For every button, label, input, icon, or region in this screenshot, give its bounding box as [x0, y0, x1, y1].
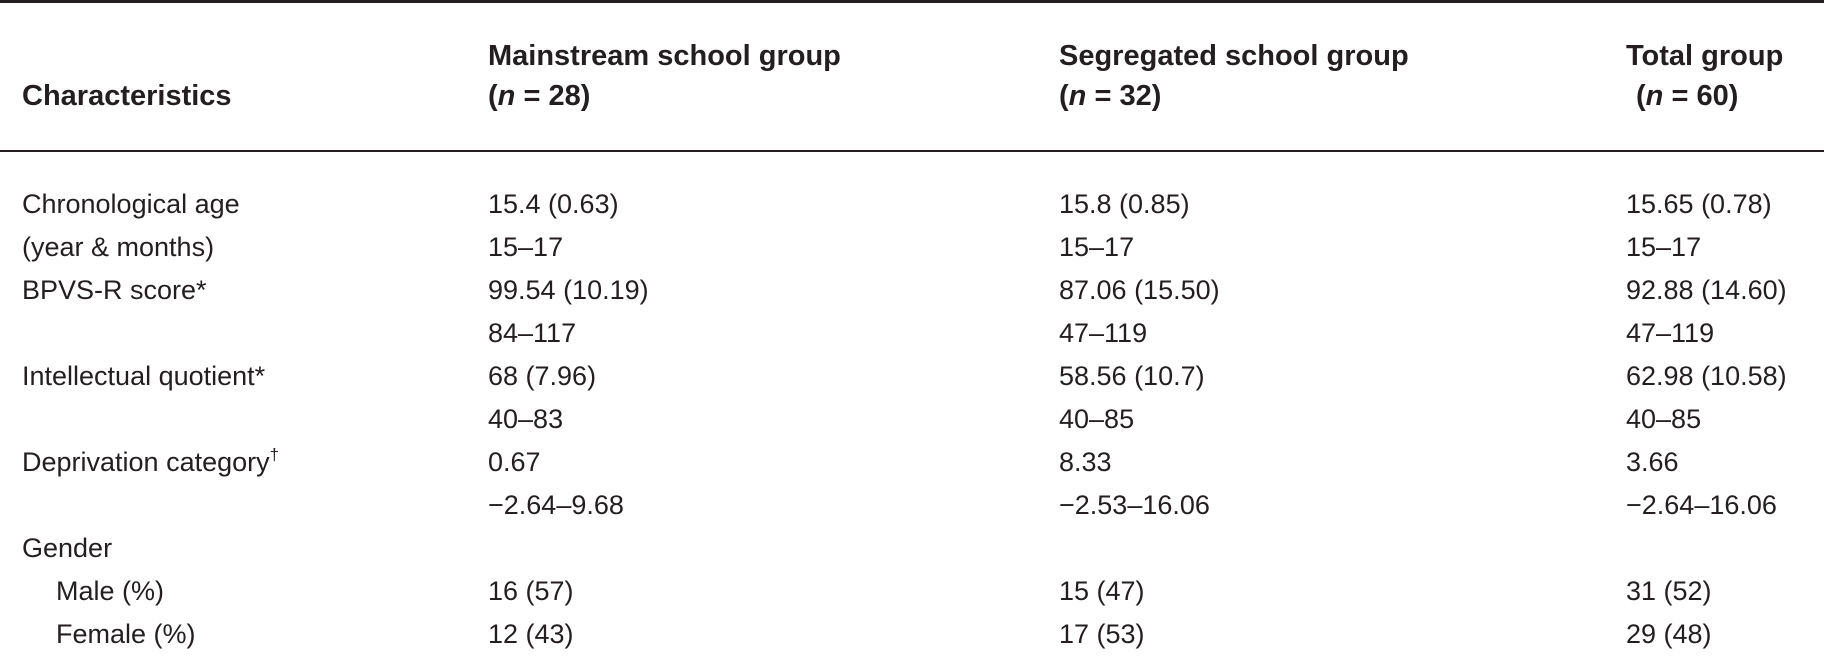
row-label: BPVS-R score* — [22, 275, 207, 305]
table-body: Chronological age 15.4 (0.63) 15.8 (0.85… — [0, 183, 1824, 656]
cell-total: 15.65 (0.78) — [1626, 189, 1772, 219]
header-label: Total group — [1626, 40, 1784, 72]
row-label: Intellectual quotient* — [22, 361, 266, 391]
cell-mainstream: 68 (7.96) — [488, 361, 597, 391]
cell-total: 3.66 — [1626, 447, 1679, 477]
table-top-rule — [0, 0, 1824, 3]
table-row: Chronological age 15.4 (0.63) 15.8 (0.85… — [0, 183, 1824, 226]
cell-total: 29 (48) — [1626, 619, 1712, 649]
cell-mainstream: 40–83 — [488, 404, 564, 434]
header-n-label: n — [497, 80, 516, 112]
header-n: (n = 28) — [488, 80, 591, 112]
cell-total: −2.64–16.06 — [1626, 490, 1777, 520]
cell-total: 92.88 (14.60) — [1626, 275, 1787, 305]
cell-segregated: 15–17 — [1059, 232, 1135, 262]
header-segregated: Segregated school group (n = 32) — [1059, 36, 1409, 116]
header-label: Characteristics — [22, 80, 232, 112]
table-header: Characteristics Mainstream school group … — [0, 36, 1824, 116]
cell-segregated: 87.06 (15.50) — [1059, 275, 1220, 305]
header-total: Total group (n = 60) — [1626, 36, 1783, 116]
header-n-label: n — [1645, 80, 1664, 112]
cell-segregated: 47–119 — [1059, 318, 1148, 348]
cell-segregated: 58.56 (10.7) — [1059, 361, 1205, 391]
header-label: Segregated school group — [1059, 40, 1409, 72]
cell-segregated: 15.8 (0.85) — [1059, 189, 1190, 219]
header-mainstream: Mainstream school group (n = 28) — [488, 36, 841, 116]
table-row: Female (%) 12 (43) 17 (53) 29 (48) — [0, 613, 1824, 656]
header-characteristics: Characteristics — [22, 76, 232, 116]
cell-total: 47–119 — [1626, 318, 1715, 348]
cell-total: 62.98 (10.58) — [1626, 361, 1787, 391]
table-row: BPVS-R score* 99.54 (10.19) 87.06 (15.50… — [0, 269, 1824, 312]
cell-total: 40–85 — [1626, 404, 1702, 434]
table-row: Deprivation category† 0.67 8.33 3.66 — [0, 441, 1824, 484]
table-row: Male (%) 16 (57) 15 (47) 31 (52) — [0, 570, 1824, 613]
cell-mainstream: 99.54 (10.19) — [488, 275, 649, 305]
cell-mainstream: 15–17 — [488, 232, 564, 262]
header-n-value: = 32) — [1086, 80, 1162, 112]
row-label: Chronological age — [22, 189, 240, 219]
row-label: (year & months) — [22, 232, 215, 262]
cell-total: 31 (52) — [1626, 576, 1712, 606]
row-label: Deprivation category† — [22, 445, 280, 477]
table-row: 84–117 47–119 47–119 — [0, 312, 1824, 355]
header-n-value: = 28) — [515, 80, 591, 112]
header-n-label: n — [1068, 80, 1087, 112]
cell-mainstream: 15.4 (0.63) — [488, 189, 619, 219]
cell-segregated: 17 (53) — [1059, 619, 1145, 649]
table-row: 40–83 40–85 40–85 — [0, 398, 1824, 441]
header-n-value: = 60) — [1663, 80, 1739, 112]
table-row: Gender — [0, 527, 1824, 570]
cell-segregated: 8.33 — [1059, 447, 1112, 477]
header-n: (n = 32) — [1059, 80, 1162, 112]
cell-total: 15–17 — [1626, 232, 1702, 262]
cell-segregated: 40–85 — [1059, 404, 1135, 434]
header-bottom-rule — [0, 150, 1824, 152]
row-label: Female (%) — [56, 619, 196, 649]
cell-mainstream: 16 (57) — [488, 576, 574, 606]
header-label: Mainstream school group — [488, 40, 841, 72]
cell-segregated: 15 (47) — [1059, 576, 1145, 606]
table-row: Intellectual quotient* 68 (7.96) 58.56 (… — [0, 355, 1824, 398]
cell-segregated: −2.53–16.06 — [1059, 490, 1210, 520]
footnote-mark: † — [269, 445, 280, 464]
row-label: Gender — [22, 533, 113, 563]
table-row: (year & months) 15–17 15–17 15–17 — [0, 226, 1824, 269]
table-row: −2.64–9.68 −2.53–16.06 −2.64–16.06 — [0, 484, 1824, 527]
cell-mainstream: −2.64–9.68 — [488, 490, 624, 520]
cell-mainstream: 0.67 — [488, 447, 541, 477]
cell-mainstream: 12 (43) — [488, 619, 574, 649]
header-n: (n = 60) — [1636, 80, 1739, 112]
cell-mainstream: 84–117 — [488, 318, 577, 348]
row-label: Male (%) — [56, 576, 165, 606]
